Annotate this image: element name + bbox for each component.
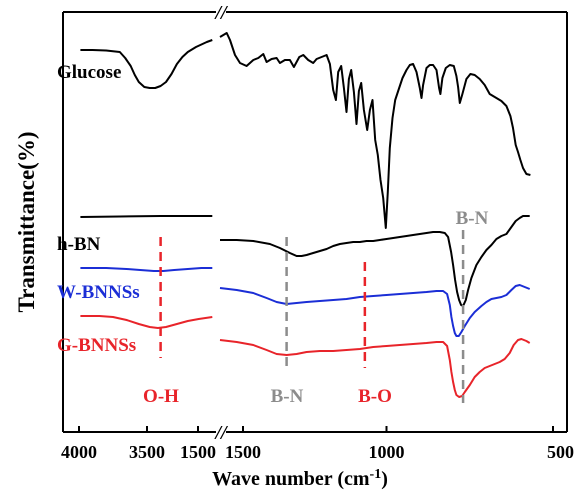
series-h-bn-line-right: [220, 216, 530, 306]
series-h-bn-line-left: [80, 216, 212, 217]
x-tick-left-2-label: 1500: [180, 442, 216, 462]
series-glucose-label: Glucose: [57, 62, 121, 83]
x-tick-right-1-label: 1000: [369, 442, 405, 462]
series-w-bnnss-label: W-BNNSs: [57, 282, 140, 303]
bn-annotation-1: B-N: [271, 386, 304, 407]
series-g-bnnss-label: G-BNNSs: [57, 335, 136, 356]
bo-annotation: B-O: [358, 386, 392, 407]
y-axis-title: Transmittance(%): [14, 132, 39, 313]
series-g-bnnss-line-left: [80, 316, 212, 328]
oh-annotation: O-H: [143, 386, 179, 407]
x-tick-right-2-label: 500: [547, 442, 574, 462]
plot-axes: [63, 12, 567, 432]
series-w-bnnss-line-left: [80, 268, 212, 271]
bn-annotation-2: B-N: [456, 208, 489, 229]
series-glucose-line-right: [220, 33, 530, 228]
x-axis-title-superscript: -1: [370, 467, 382, 482]
series-h-bn-label: h-BN: [57, 234, 101, 255]
annotation-layer: [161, 230, 463, 403]
x-axis-title: Wave number (cm-1): [212, 467, 388, 491]
series-w-bnnss-line-right: [220, 285, 530, 336]
x-tick-left-1-label: 3500: [129, 442, 165, 462]
x-tick-left-0-label: 4000: [61, 442, 97, 462]
x-tick-right-0-label: 1500: [225, 442, 261, 462]
x-axis-title-close: ): [381, 468, 388, 490]
